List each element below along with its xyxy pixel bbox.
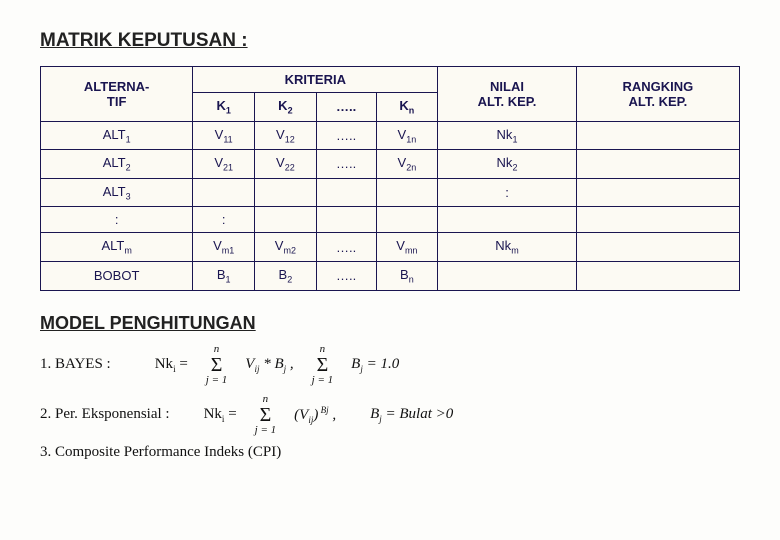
table-cell: ….. bbox=[316, 233, 376, 262]
table-cell: ALT1 bbox=[41, 121, 193, 150]
th-k2: K2 bbox=[255, 93, 317, 122]
table-cell bbox=[576, 233, 739, 262]
th-nilai: NILAI ALT. KEP. bbox=[438, 67, 577, 122]
table-cell: Nk2 bbox=[438, 150, 577, 179]
table-cell bbox=[438, 261, 577, 290]
table-cell: : bbox=[438, 178, 577, 207]
table-cell: V2n bbox=[376, 150, 438, 179]
table-cell: : bbox=[193, 207, 255, 233]
sigma-2: n Σ j = 1 bbox=[312, 344, 333, 386]
table-cell bbox=[316, 178, 376, 207]
table-cell: ALT3 bbox=[41, 178, 193, 207]
cpi-row: 3. Composite Performance Indeks (CPI) bbox=[40, 444, 740, 461]
subheading: MODEL PENGHITUNGAN bbox=[40, 313, 740, 334]
table-row: ALT3: bbox=[41, 178, 740, 207]
table-row: ALTmVm1Vm2…..VmnNkm bbox=[41, 233, 740, 262]
table-cell: BOBOT bbox=[41, 261, 193, 290]
table-cell: Vmn bbox=[376, 233, 438, 262]
table-cell: ….. bbox=[316, 121, 376, 150]
table-cell: B1 bbox=[193, 261, 255, 290]
table-cell bbox=[376, 207, 438, 233]
table-cell: Nk1 bbox=[438, 121, 577, 150]
table-cell: ALTm bbox=[41, 233, 193, 262]
vij-pow-bj: (Vij) Bj , bbox=[294, 405, 336, 425]
vij-bj: Vij * Bj , bbox=[245, 356, 293, 374]
bayes-row: 1. BAYES : Nki = n Σ j = 1 Vij * Bj , n … bbox=[40, 344, 740, 386]
table-cell bbox=[376, 178, 438, 207]
label-cpi: 3. Composite Performance Indeks (CPI) bbox=[40, 444, 281, 461]
table-cell: V1n bbox=[376, 121, 438, 150]
table-cell: V21 bbox=[193, 150, 255, 179]
bj-bulat: Bj = Bulat >0 bbox=[370, 406, 453, 424]
th-alternatif: ALTERNA- TIF bbox=[41, 67, 193, 122]
label-bayes: 1. BAYES : bbox=[40, 356, 111, 373]
nki-2: Nki = bbox=[204, 406, 237, 424]
table-cell bbox=[576, 121, 739, 150]
table-cell bbox=[255, 178, 317, 207]
label-exp: 2. Per. Eksponensial : bbox=[40, 406, 170, 423]
table-cell: : bbox=[41, 207, 193, 233]
page-title: MATRIK KEPUTUSAN : bbox=[40, 30, 740, 52]
table-row: :: bbox=[41, 207, 740, 233]
table-cell bbox=[193, 178, 255, 207]
table-row: BOBOTB1B2…..Bn bbox=[41, 261, 740, 290]
th-rangking: RANGKING ALT. KEP. bbox=[576, 67, 739, 122]
table-cell: Nkm bbox=[438, 233, 577, 262]
table-cell bbox=[576, 150, 739, 179]
decision-matrix-table: ALTERNA- TIF KRITERIA NILAI ALT. KEP. RA… bbox=[40, 66, 740, 291]
table-cell: ALT2 bbox=[41, 150, 193, 179]
th-kn: Kn bbox=[376, 93, 438, 122]
sigma-3: n Σ j = 1 bbox=[255, 394, 276, 436]
exponential-row: 2. Per. Eksponensial : Nki = n Σ j = 1 (… bbox=[40, 394, 740, 436]
table-cell bbox=[255, 207, 317, 233]
th-kriteria: KRITERIA bbox=[193, 67, 438, 93]
table-cell bbox=[576, 178, 739, 207]
table-row: ALT2V21V22…..V2nNk2 bbox=[41, 150, 740, 179]
table-cell bbox=[438, 207, 577, 233]
table-cell: B2 bbox=[255, 261, 317, 290]
table-row: ALT1V11V12…..V1nNk1 bbox=[41, 121, 740, 150]
th-dots: ….. bbox=[316, 93, 376, 122]
table-cell: V22 bbox=[255, 150, 317, 179]
table-cell bbox=[316, 207, 376, 233]
bj-eq-1: Bj = 1.0 bbox=[351, 356, 399, 374]
th-k1: K1 bbox=[193, 93, 255, 122]
table-cell: V12 bbox=[255, 121, 317, 150]
table-cell: Vm2 bbox=[255, 233, 317, 262]
table-cell: Bn bbox=[376, 261, 438, 290]
calculation-model: 1. BAYES : Nki = n Σ j = 1 Vij * Bj , n … bbox=[40, 344, 740, 461]
table-cell: ….. bbox=[316, 150, 376, 179]
table-cell: Vm1 bbox=[193, 233, 255, 262]
nki: Nki = bbox=[155, 356, 188, 374]
table-cell bbox=[576, 261, 739, 290]
sigma-1: n Σ j = 1 bbox=[206, 344, 227, 386]
table-cell: V11 bbox=[193, 121, 255, 150]
table-cell: ….. bbox=[316, 261, 376, 290]
table-cell bbox=[576, 207, 739, 233]
